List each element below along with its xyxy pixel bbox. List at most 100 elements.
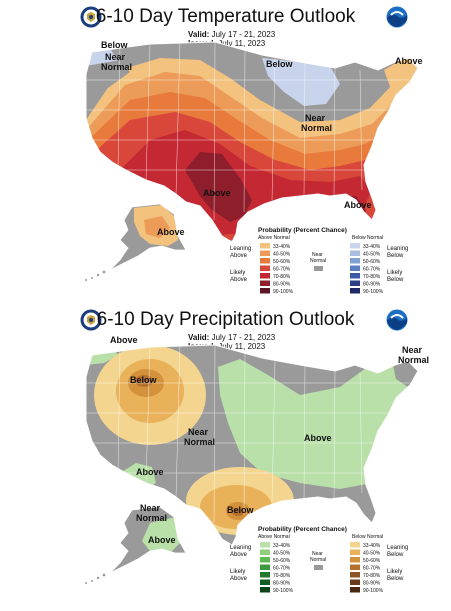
legend-bin-label: 50-60% [273,259,291,265]
valid-dates: Valid: July 17 - 21, 2023 [188,30,276,39]
map-label: Normal [184,437,215,447]
legend-bin-label: 90-100% [273,289,294,295]
legend-above-header: Above Normal [258,235,290,241]
legend-swatch [260,265,270,271]
legend-near-swatch [314,565,323,570]
legend-bin-label: 33-40% [273,244,291,250]
legend-title: Probability (Percent Chance) [258,227,347,234]
map-label: Above [110,335,138,345]
legend-bin-label: 33-40% [363,244,381,250]
precipitation-legend: Probability (Percent Chance) Above Norma… [230,526,408,594]
legend-swatch [350,542,360,548]
legend-likely-above: Above [230,277,248,283]
legend-above-header: Above Normal [258,534,290,540]
legend-bin-label: 40-50% [363,551,381,557]
legend-bin-label: 40-50% [273,551,291,557]
legend-bin-label: 70-80% [363,573,381,579]
doc-seal-icon [80,6,102,28]
legend-bin-label: 80-90% [273,581,291,587]
legend-swatch [350,265,360,271]
map-label: Near [140,503,161,513]
legend-swatch [350,288,360,294]
temperature-outlook-panel: 6-10 Day Temperature Outlook Valid: July… [0,0,451,300]
temperature-legend: Probability (Percent Chance) Above Norma… [230,227,408,295]
legend-leaning-below: Leaning [387,246,408,252]
map-label: Above [157,227,185,237]
legend-bin-label: 60-70% [363,566,381,572]
legend-bin-label: 40-50% [273,252,291,258]
precipitation-outlook-panel: 6-10 Day Precipitation Outlook Valid: Ju… [0,303,451,603]
map-label: Below [266,59,294,69]
legend-bin-label: 50-60% [273,558,291,564]
map-label: Normal [101,62,132,72]
legend-swatch [260,250,270,256]
legend-likely-below: Likely [387,569,402,575]
legend-bin-label: 80-90% [363,282,381,288]
legend-swatch [260,549,270,555]
legend-swatch [260,258,270,264]
legend-swatch [350,587,360,593]
legend-likely-above: Above [230,576,248,582]
precipitation-title: 6-10 Day Precipitation Outlook [96,309,355,330]
legend-bin-label: 80-90% [273,282,291,288]
legend-likely-below: Likely [387,270,402,276]
legend-swatch [350,273,360,279]
legend-likely-above: Likely [230,569,245,575]
legend-bin-label: 70-80% [273,274,291,280]
legend-likely-below: Below [387,277,404,283]
legend-swatch [350,250,360,256]
legend-leaning-below: Leaning [387,545,408,551]
doc-seal-icon [80,309,102,331]
temperature-map: Below Near Normal Below Above Near Norma… [85,40,423,281]
map-label: Above [344,200,372,210]
map-label: Near [188,427,209,437]
aleutian-islands [85,270,106,281]
legend-near-swatch [314,266,323,271]
legend-swatch [350,549,360,555]
legend-bin-label: 90-100% [273,588,294,594]
map-label: Above [395,56,423,66]
map-label: Normal [301,123,332,133]
legend-swatch [260,557,270,563]
legend-swatch [260,280,270,286]
noaa-logo-icon [386,6,408,28]
legend-swatch [350,564,360,570]
legend-near-label: Near [312,252,323,258]
legend-swatch [260,273,270,279]
legend-bin-label: 50-60% [363,558,381,564]
legend-leaning-above: Above [230,552,248,558]
legend-bin-label: 70-80% [273,573,291,579]
legend-bin-label: 33-40% [273,543,291,549]
legend-swatch [260,564,270,570]
legend-below-header: Below Normal [352,235,383,241]
legend-bin-label: 60-70% [363,267,381,273]
legend-leaning-below: Below [387,253,404,259]
map-label: Above [203,188,231,198]
legend-swatch [260,579,270,585]
noaa-logo-icon [386,309,408,331]
map-label: Below [130,375,158,385]
legend-bin-label: 60-70% [273,566,291,572]
legend-leaning-above: Leaning [230,246,251,252]
aleutian-islands [85,573,106,584]
legend-swatch [350,557,360,563]
alaska-shading [110,204,186,270]
legend-swatch [260,243,270,249]
map-label: Normal [136,513,167,523]
legend-leaning-below: Below [387,552,404,558]
map-label: Above [304,433,332,443]
legend-near-label: Normal [310,258,326,264]
legend-likely-below: Below [387,576,404,582]
map-label: Above [136,467,164,477]
legend-near-label: Normal [310,557,326,563]
precipitation-map: Above Below Near Normal Near Normal Abov… [85,335,429,584]
legend-likely-above: Likely [230,270,245,276]
legend-bin-label: 90-100% [363,289,384,295]
legend-title: Probability (Percent Chance) [258,526,347,533]
map-label: Below [101,40,129,50]
legend-bin-label: 90-100% [363,588,384,594]
temperature-title: 6-10 Day Temperature Outlook [95,6,356,27]
legend-bin-label: 60-70% [273,267,291,273]
map-label: Below [227,505,255,515]
legend-swatch [350,243,360,249]
